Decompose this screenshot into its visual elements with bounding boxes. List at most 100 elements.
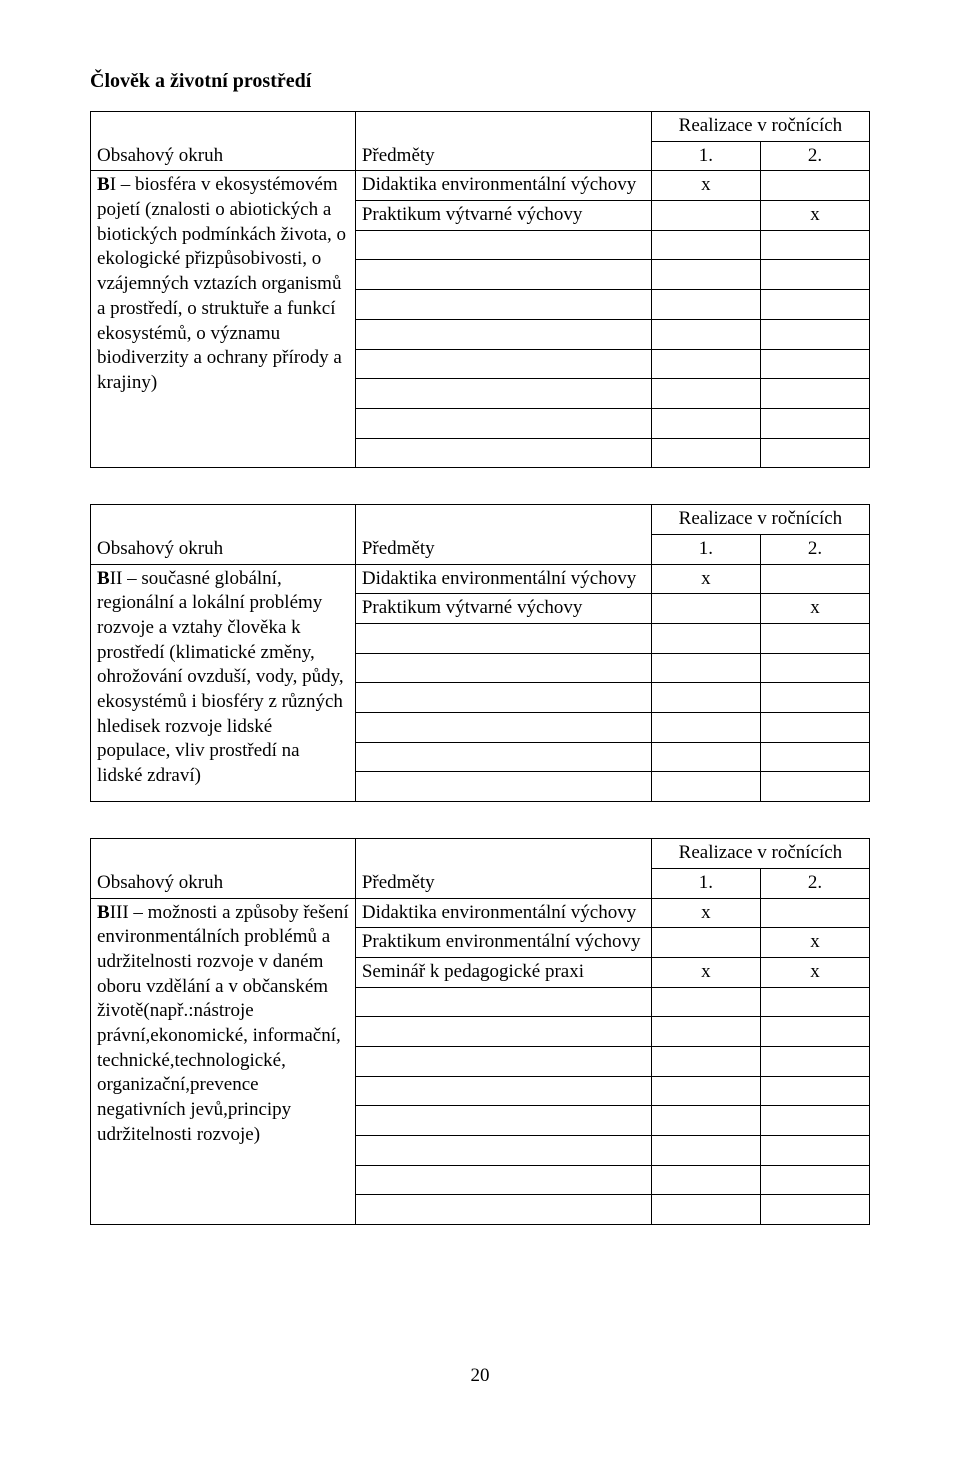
rocnik-2-cell — [760, 171, 869, 201]
empty-cell — [651, 713, 760, 743]
empty-cell — [760, 1165, 869, 1195]
empty-cell — [651, 408, 760, 438]
empty-cell — [355, 349, 651, 379]
empty-cell — [760, 713, 869, 743]
header-rocnik-1: 1. — [651, 534, 760, 564]
empty-cell — [651, 987, 760, 1017]
rocnik-2-cell: x — [760, 201, 869, 231]
rocnik-1-cell — [651, 928, 760, 958]
header-obsahovy-okruh: Obsahový okruh — [91, 839, 356, 898]
empty-cell — [760, 319, 869, 349]
empty-cell — [651, 624, 760, 654]
rocnik-1-cell — [651, 201, 760, 231]
empty-cell — [651, 1017, 760, 1047]
rocnik-2-cell — [760, 898, 869, 928]
empty-cell — [355, 1136, 651, 1166]
empty-cell — [355, 438, 651, 468]
okruh-cell: BII – současné globální, regionální a lo… — [91, 564, 356, 802]
tables-container: Obsahový okruhPředmětyRealizace v ročníc… — [90, 111, 870, 1225]
header-predmety: Předměty — [355, 505, 651, 564]
content-table: Obsahový okruhPředmětyRealizace v ročníc… — [90, 838, 870, 1225]
empty-cell — [760, 1076, 869, 1106]
empty-cell — [760, 1136, 869, 1166]
empty-cell — [760, 230, 869, 260]
header-rocnik-1: 1. — [651, 868, 760, 898]
empty-cell — [355, 260, 651, 290]
empty-cell — [760, 290, 869, 320]
header-predmety: Předměty — [355, 112, 651, 171]
empty-cell — [355, 1165, 651, 1195]
predmet-cell: Praktikum výtvarné výchovy — [355, 201, 651, 231]
empty-cell — [760, 653, 869, 683]
empty-cell — [760, 772, 869, 802]
empty-cell — [651, 742, 760, 772]
empty-cell — [355, 230, 651, 260]
empty-cell — [651, 1136, 760, 1166]
rocnik-1-cell: x — [651, 564, 760, 594]
empty-cell — [651, 1076, 760, 1106]
empty-cell — [760, 1046, 869, 1076]
empty-cell — [355, 319, 651, 349]
empty-cell — [760, 1017, 869, 1047]
section-title: Člověk a životní prostředí — [90, 70, 870, 93]
empty-cell — [760, 624, 869, 654]
rocnik-2-cell: x — [760, 928, 869, 958]
rocnik-1-cell: x — [651, 957, 760, 987]
okruh-text: I – biosféra v ekosystémovém pojetí (zna… — [97, 174, 346, 393]
predmet-cell: Praktikum výtvarné výchovy — [355, 594, 651, 624]
okruh-bold: B — [97, 568, 110, 589]
table-row: BIII – možnosti a způsoby řešení environ… — [91, 898, 870, 928]
empty-cell — [355, 653, 651, 683]
rocnik-1-cell — [651, 594, 760, 624]
header-realizace: Realizace v ročnících — [651, 505, 869, 535]
empty-cell — [355, 290, 651, 320]
empty-cell — [651, 683, 760, 713]
header-realizace: Realizace v ročnících — [651, 112, 869, 142]
predmet-cell: Seminář k pedagogické praxi — [355, 957, 651, 987]
empty-cell — [355, 742, 651, 772]
empty-cell — [651, 1106, 760, 1136]
rocnik-2-cell: x — [760, 957, 869, 987]
empty-cell — [355, 1046, 651, 1076]
empty-cell — [355, 683, 651, 713]
empty-cell — [651, 653, 760, 683]
empty-cell — [651, 290, 760, 320]
empty-cell — [355, 408, 651, 438]
okruh-cell: BIII – možnosti a způsoby řešení environ… — [91, 898, 356, 1225]
header-obsahovy-okruh: Obsahový okruh — [91, 505, 356, 564]
empty-cell — [760, 683, 869, 713]
rocnik-1-cell: x — [651, 171, 760, 201]
rocnik-2-cell: x — [760, 594, 869, 624]
header-rocnik-1: 1. — [651, 141, 760, 171]
okruh-text: II – současné globální, regionální a lok… — [97, 568, 344, 787]
rocnik-2-cell — [760, 564, 869, 594]
empty-cell — [651, 1046, 760, 1076]
empty-cell — [760, 438, 869, 468]
predmet-cell: Didaktika environmentální výchovy — [355, 564, 651, 594]
header-rocnik-2: 2. — [760, 868, 869, 898]
page: Člověk a životní prostředí Obsahový okru… — [0, 0, 960, 1427]
empty-cell — [651, 772, 760, 802]
okruh-bold: B — [97, 902, 110, 923]
empty-cell — [355, 1195, 651, 1225]
empty-cell — [355, 1017, 651, 1047]
empty-cell — [651, 1195, 760, 1225]
empty-cell — [651, 379, 760, 409]
okruh-bold: B — [97, 174, 110, 195]
empty-cell — [355, 1076, 651, 1106]
header-predmety: Předměty — [355, 839, 651, 898]
page-number: 20 — [90, 1365, 870, 1387]
empty-cell — [760, 1195, 869, 1225]
empty-cell — [760, 742, 869, 772]
empty-cell — [651, 438, 760, 468]
okruh-text: III – možnosti a způsoby řešení environm… — [97, 902, 349, 1145]
empty-cell — [760, 349, 869, 379]
empty-cell — [651, 319, 760, 349]
empty-cell — [760, 379, 869, 409]
empty-cell — [651, 349, 760, 379]
empty-cell — [760, 1106, 869, 1136]
content-table: Obsahový okruhPředmětyRealizace v ročníc… — [90, 504, 870, 802]
table-row: BII – současné globální, regionální a lo… — [91, 564, 870, 594]
empty-cell — [760, 408, 869, 438]
empty-cell — [355, 1106, 651, 1136]
